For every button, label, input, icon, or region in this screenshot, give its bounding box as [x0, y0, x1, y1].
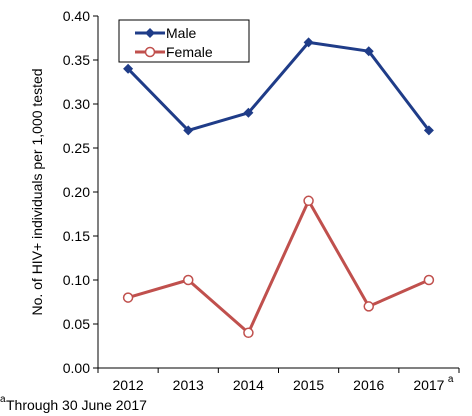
point-female-2016 [363, 301, 374, 312]
point-female-2012 [122, 292, 134, 303]
y-tick-label-5: 0.25 [63, 140, 90, 156]
x-tick-superscript-5: a [448, 374, 454, 385]
series-line-female [127, 199, 430, 335]
x-tick-label-1: 2013 [173, 377, 204, 393]
x-ticks: 2012 2013 2014 2015 2016 2017 a [97, 368, 460, 393]
y-tick-label-7: 0.35 [63, 52, 90, 68]
point-female-2017 [423, 274, 435, 286]
legend-item-male: Male [135, 25, 197, 41]
x-tick-label-5: 2017 [413, 377, 444, 393]
legend-box [118, 19, 250, 63]
y-tick-label-1: 0.05 [63, 316, 90, 332]
series-line-male [127, 40, 431, 132]
x-tick-label-0: 2012 [113, 377, 144, 393]
x-tick-label-4: 2016 [353, 377, 384, 393]
point-female-2015 [303, 195, 314, 207]
legend-item-female: Female [135, 44, 213, 60]
series-layer [122, 37, 435, 339]
y-axis-title: No. of HIV+ individuals per 1,000 tested [29, 68, 45, 315]
legend-female-marker [144, 46, 156, 58]
point-male-2015 [303, 37, 314, 48]
x-tick-label-2: 2014 [233, 377, 264, 393]
y-tick-label-3: 0.15 [63, 228, 90, 244]
footnote: a Through 30 June 2017 [0, 394, 147, 413]
legend-male-label: Male [166, 25, 197, 41]
y-tick-label-2: 0.10 [63, 272, 90, 288]
y-tick-label-4: 0.20 [63, 184, 90, 200]
axes [97, 16, 459, 369]
y-tick-label-6: 0.30 [63, 96, 90, 112]
point-male-2014 [243, 107, 254, 118]
point-male-2016 [363, 46, 374, 57]
point-male-2012 [123, 63, 134, 74]
y-tick-label-8: 0.40 [63, 8, 90, 24]
point-male-2013 [183, 125, 194, 136]
point-female-2014 [243, 327, 254, 339]
x-tick-label-3: 2015 [293, 377, 324, 393]
point-male-2017 [423, 125, 434, 136]
legend-female-label: Female [166, 44, 213, 60]
y-tick-label-0: 0.00 [63, 360, 90, 376]
point-female-2013 [183, 274, 194, 286]
footnote-text: Through 30 June 2017 [6, 397, 147, 413]
footnote-marker: a [0, 394, 6, 405]
y-ticks: 0.00 0.05 0.10 0.15 0.20 0.25 0.30 0.35 0.40 [63, 8, 98, 376]
legend: Male Female [118, 19, 250, 63]
legend-male-marker [145, 28, 155, 38]
